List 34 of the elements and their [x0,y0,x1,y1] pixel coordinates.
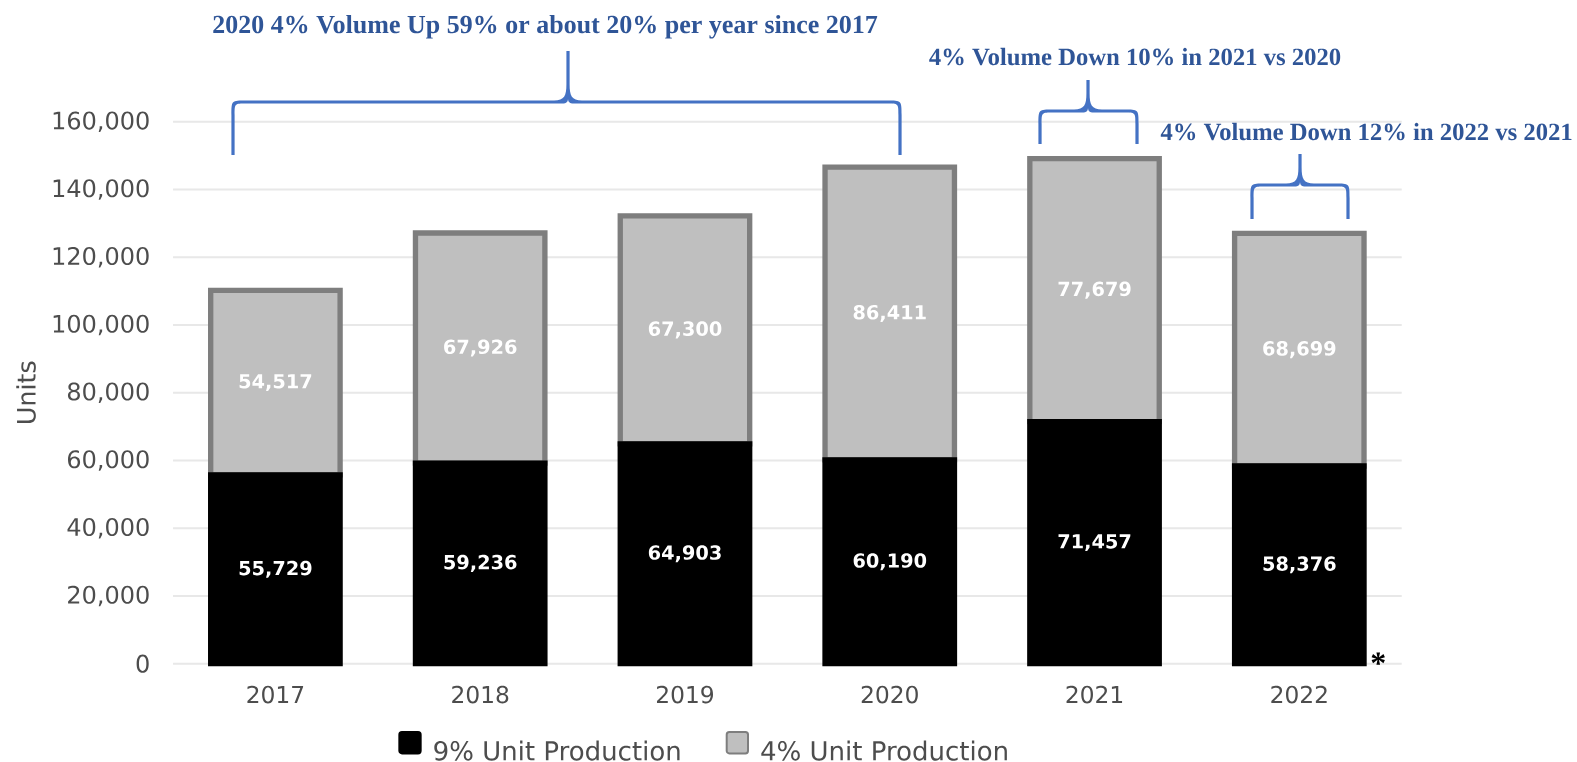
x-tick-label: 2021 [1066,685,1123,704]
data-label: 67,300 [648,321,722,339]
y-tick-label: 100,000 [53,314,149,336]
data-label: 86,411 [853,304,926,323]
data-label: 58,376 [1263,556,1336,574]
x-tick-label: 2018 [452,685,509,704]
legend-label: 4% Unit Production [761,740,1007,761]
data-label: 68,699 [1263,341,1336,359]
x-tick-label: 2022 [1271,685,1327,704]
annotation: * [1371,652,1385,665]
y-tick-label: 20,000 [68,585,149,607]
x-tick-label: 2017 [247,685,304,704]
x-tick-label: 2020 [861,685,918,704]
data-label: 71,457 [1058,534,1131,552]
text: 4% Volume Down 10% in 2021 vs 2020 [929,47,1341,66]
y-tick-label: 80,000 [67,382,149,404]
y-tick-label: 40,000 [67,517,149,539]
text: 2020 4% Volume Up 59% or about 20% per year since 2017 [213,14,878,39]
data-label: 55,729 [239,560,312,578]
annotation: 4% Volume Down 12% in 2022 vs 2021 [1160,122,1572,141]
data-label: 54,517 [239,374,312,392]
y-tick-label: 0 [136,654,149,673]
y-tick-label: 160,000 [53,111,149,133]
y-tick-label: 120,000 [53,246,149,268]
data-label: 59,236 [444,554,517,572]
y-tick-label: 140,000 [53,179,149,200]
y-axis-title: Units [16,361,36,423]
data-label: 64,903 [648,545,721,563]
x-tick-label: 2019 [656,685,714,704]
y-tick-label: 60,000 [67,450,149,471]
data-label: 77,679 [1058,281,1131,299]
data-label: 67,926 [444,339,517,357]
legend-label: 9% Unit Production [434,740,680,761]
data-label: 60,190 [853,553,927,571]
